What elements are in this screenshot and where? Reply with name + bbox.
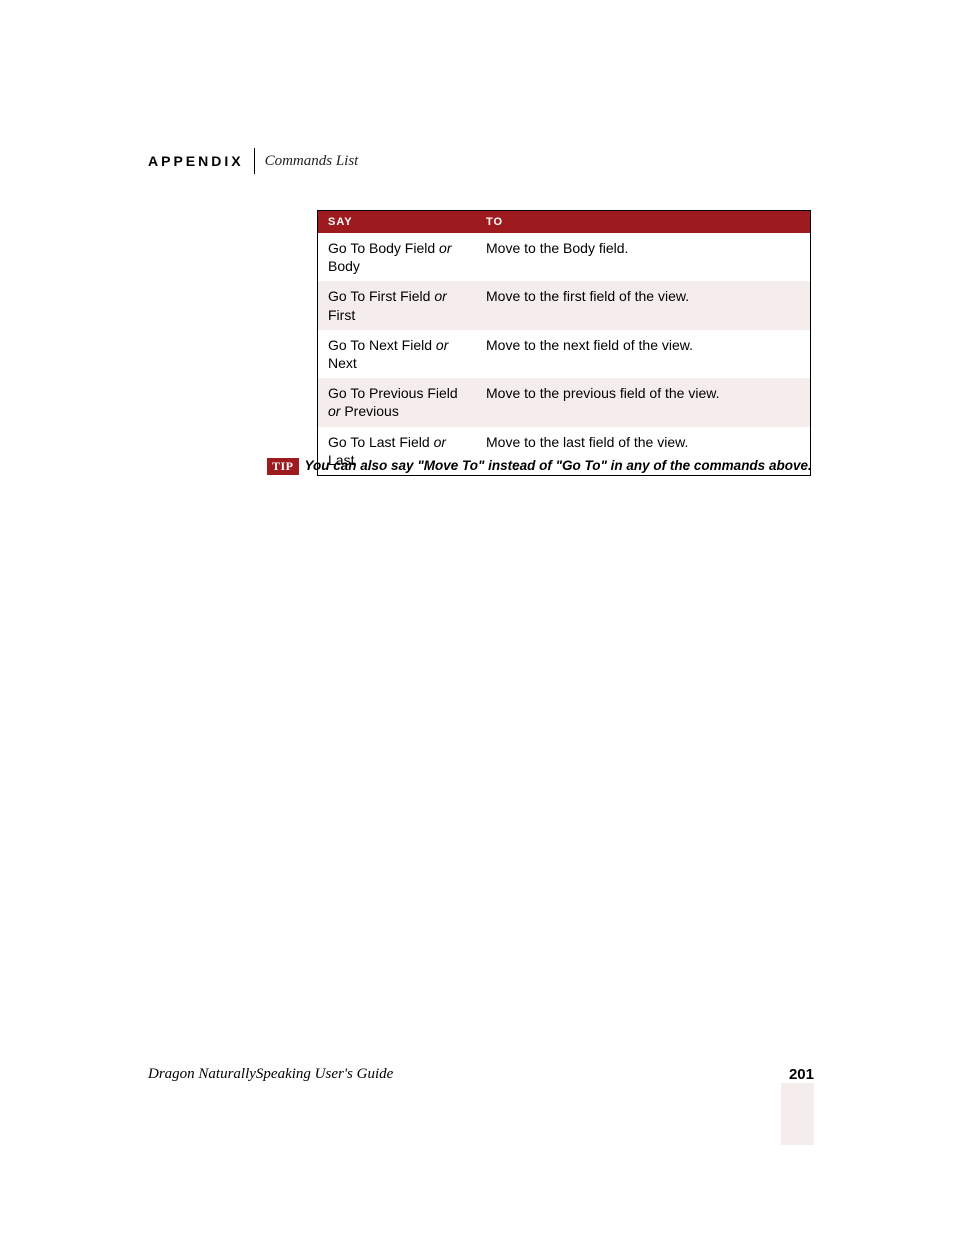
table-header-row: SAY TO	[318, 211, 811, 234]
page-footer: Dragon NaturallySpeaking User's Guide 20…	[148, 1066, 814, 1083]
say-alt: Next	[328, 355, 357, 371]
say-or: or	[439, 240, 451, 256]
say-or: or	[434, 434, 446, 450]
say-primary: Go To First Field	[328, 288, 430, 304]
say-or: or	[434, 288, 446, 304]
say-alt: Body	[328, 258, 360, 274]
commands-table: SAY TO Go To Body Field or Body Move to …	[317, 210, 811, 476]
page-header: APPENDIX Commands List	[148, 148, 358, 174]
say-alt: First	[328, 307, 355, 323]
cell-to: Move to the first field of the view.	[476, 281, 811, 329]
tip-text: You can also say "Move To" instead of "G…	[305, 458, 812, 473]
tip-badge: TIP	[267, 458, 299, 475]
say-alt: Previous	[344, 403, 398, 419]
table-row: Go To Body Field or Body Move to the Bod…	[318, 233, 811, 281]
footer-title: Dragon NaturallySpeaking User's Guide	[148, 1066, 393, 1083]
col-header-say: SAY	[318, 211, 477, 234]
say-primary: Go To Last Field	[328, 434, 430, 450]
header-appendix: APPENDIX	[148, 153, 254, 169]
cell-to: Move to the previous field of the view.	[476, 378, 811, 426]
cell-say: Go To Body Field or Body	[318, 233, 477, 281]
col-header-to: TO	[476, 211, 811, 234]
say-primary: Go To Body Field	[328, 240, 435, 256]
footer-decorative-stripe	[781, 1083, 814, 1145]
say-or: or	[328, 403, 340, 419]
cell-to: Move to the next field of the view.	[476, 330, 811, 378]
say-primary: Go To Previous Field	[328, 385, 458, 401]
say-or: or	[436, 337, 448, 353]
footer-page-number: 201	[789, 1066, 814, 1083]
table-row: Go To Next Field or Next Move to the nex…	[318, 330, 811, 378]
tip-row: TIP You can also say "Move To" instead o…	[267, 458, 812, 475]
page: APPENDIX Commands List SAY TO Go To Body…	[0, 0, 954, 1235]
cell-to: Move to the Body field.	[476, 233, 811, 281]
table-row: Go To First Field or First Move to the f…	[318, 281, 811, 329]
cell-say: Go To Next Field or Next	[318, 330, 477, 378]
header-subtitle: Commands List	[255, 153, 359, 170]
say-primary: Go To Next Field	[328, 337, 432, 353]
table-row: Go To Previous Field or Previous Move to…	[318, 378, 811, 426]
cell-say: Go To Previous Field or Previous	[318, 378, 477, 426]
cell-say: Go To First Field or First	[318, 281, 477, 329]
